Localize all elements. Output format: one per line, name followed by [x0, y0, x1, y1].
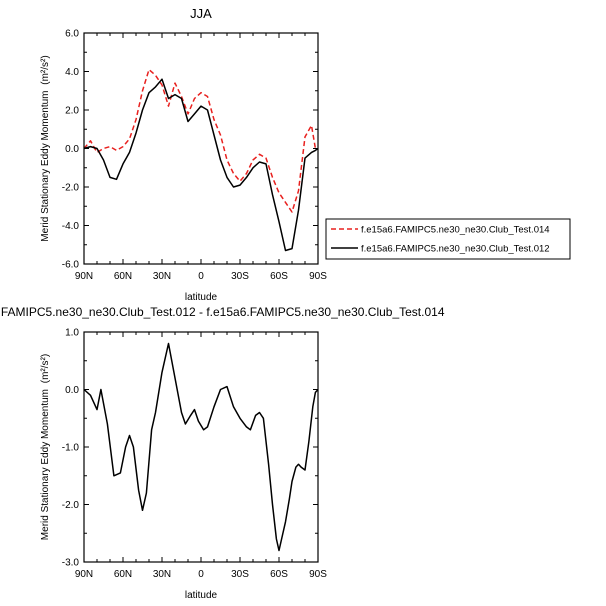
bottom-x-tick-label: 30S [231, 569, 249, 580]
legend-label-series-1: f.e15a6.FAMIPC5.ne30_ne30.Club_Test.014 [361, 225, 550, 236]
bottom-x-tick-label: 30N [153, 569, 171, 580]
top-x-tick-label: 0 [198, 271, 204, 282]
bottom-x-tick-label: 90N [75, 569, 93, 580]
bottom-y-axis-unit: (m²/s²) [40, 354, 51, 383]
bottom-y-axis-label-text: Merid Stationary Eddy Momentum [40, 389, 51, 540]
top-y-tick-label: -2.0 [62, 183, 80, 194]
top-y-tick-label: 2.0 [65, 106, 79, 117]
bottom-x-tick-label: 90S [309, 569, 327, 580]
top-panel: JJA 6.0 4.0 2.0 0.0 -2.0 -4.0 -6.0 90N 60N 30N 0 3… [40, 6, 571, 303]
top-y-tick-label: -6.0 [62, 260, 80, 271]
top-y-tick-label: 4.0 [65, 67, 79, 78]
bottom-plot-area [83, 342, 319, 552]
bottom-series-1-line [83, 342, 319, 552]
legend-box [325, 218, 571, 260]
bottom-y-axis-label: Merid Stationary Eddy Momentum (m²/s²) [40, 354, 51, 540]
top-y-axis-unit: (m²/s²) [40, 55, 51, 84]
bottom-y-tick-label: -3.0 [62, 558, 80, 569]
top-plot-area [83, 68, 319, 252]
top-y-axis-label-text: Merid Stationary Eddy Momentum [40, 91, 51, 242]
bottom-y-tick-label: -1.0 [62, 443, 80, 454]
top-x-axis-label: latitude [185, 292, 218, 303]
top-y-axis-label: Merid Stationary Eddy Momentum (m²/s²) [40, 55, 51, 241]
bottom-x-axis: 90N 60N 30N 0 30S 60S 90S [75, 332, 327, 580]
top-series-1-line [83, 68, 318, 213]
top-y-tick-label: 0.0 [65, 144, 79, 155]
bottom-x-axis-label: latitude [185, 590, 218, 601]
bottom-y-axis: 1.0 0.0 -1.0 -2.0 -3.0 [62, 328, 318, 569]
bottom-title: f.e15a6.FAMIPC5.ne30_ne30.Club_Test.012 … [0, 305, 445, 319]
top-x-tick-label: 30S [231, 271, 249, 282]
top-y-tick-label: 6.0 [65, 29, 79, 40]
top-series-2-line [83, 78, 319, 252]
bottom-x-tick-label: 60S [270, 569, 288, 580]
bottom-x-tick-label: 60N [114, 569, 132, 580]
top-x-tick-label: 60S [270, 271, 288, 282]
bottom-plot-frame [83, 331, 319, 563]
legend: f.e15a6.FAMIPC5.ne30_ne30.Club_Test.014 … [325, 218, 571, 260]
top-y-tick-label: -4.0 [62, 221, 80, 232]
top-x-axis: 90N 60N 30N 0 30S 60S 90S [75, 33, 327, 282]
bottom-y-tick-label: 0.0 [65, 385, 79, 396]
bottom-x-tick-label: 0 [198, 569, 204, 580]
top-y-axis: 6.0 4.0 2.0 0.0 -2.0 -4.0 -6.0 [62, 29, 318, 271]
legend-label-series-2: f.e15a6.FAMIPC5.ne30_ne30.Club_Test.012 [361, 244, 550, 255]
top-x-tick-label: 60N [114, 271, 132, 282]
top-x-tick-label: 90N [75, 271, 93, 282]
top-title: JJA [190, 6, 212, 21]
bottom-y-tick-label: -2.0 [62, 500, 80, 511]
top-x-tick-label: 90S [309, 271, 327, 282]
top-x-tick-label: 30N [153, 271, 171, 282]
bottom-y-tick-label: 1.0 [65, 328, 79, 339]
bottom-panel: f.e15a6.FAMIPC5.ne30_ne30.Club_Test.012 … [0, 305, 445, 601]
